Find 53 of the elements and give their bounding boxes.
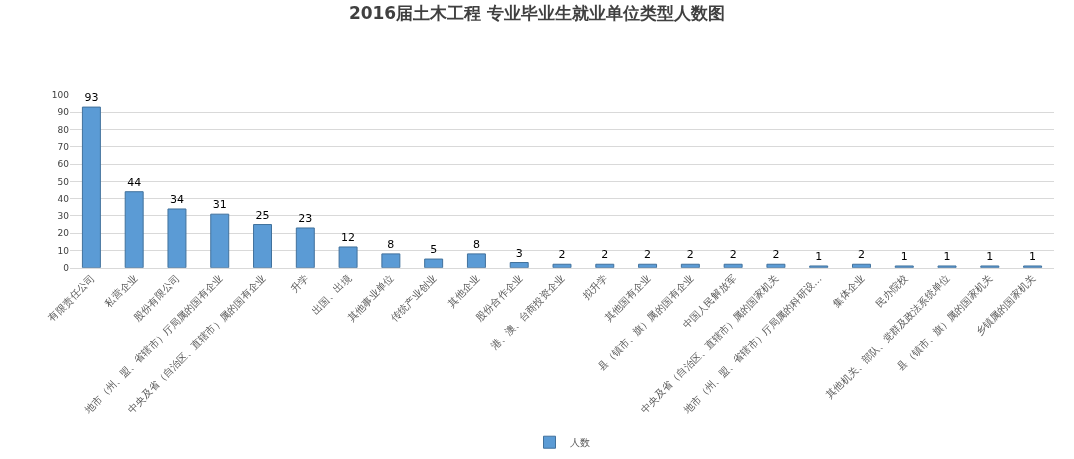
bar: [81, 106, 101, 268]
bar: [253, 224, 273, 268]
data-label: 2: [857, 248, 865, 262]
bar: [338, 246, 358, 268]
data-label: 8: [472, 237, 480, 251]
y-tick-label: 40: [57, 193, 70, 204]
y-tick-label: 100: [51, 90, 70, 101]
legend-label: 人数: [569, 437, 590, 449]
bar: [424, 258, 444, 268]
data-label: 2: [558, 248, 566, 262]
data-label: 1: [986, 249, 994, 263]
y-tick-label: 80: [57, 124, 70, 135]
data-label: 1: [1029, 249, 1037, 263]
data-label: 3: [515, 246, 523, 260]
y-tick-label: 20: [57, 228, 70, 239]
bar: [124, 191, 144, 268]
y-tick-label: 0: [63, 262, 70, 273]
y-tick-label: 70: [57, 141, 70, 152]
data-label: 93: [84, 91, 99, 105]
chart-title: 2016届土木工程 专业毕业生就业单位类型人数图: [348, 2, 726, 23]
bar: [381, 253, 401, 268]
y-tick-label: 10: [57, 245, 70, 256]
data-label: 34: [169, 192, 184, 206]
x-tick-label: 升学: [288, 272, 311, 295]
data-label: 1: [900, 249, 908, 263]
data-label: 2: [686, 248, 694, 262]
data-label: 2: [601, 248, 609, 262]
data-label: 8: [387, 237, 395, 251]
data-label: 12: [341, 230, 356, 244]
x-tick-label: 其他企业: [445, 272, 482, 309]
x-tick-label: 有限责任公司: [46, 272, 97, 324]
x-tick-label: 私营企业: [103, 272, 140, 309]
bar: [466, 253, 486, 268]
data-label: 1: [815, 249, 823, 263]
data-label: 2: [644, 248, 652, 262]
data-label: 31: [212, 198, 227, 212]
x-tick-label: 集体企业: [830, 272, 867, 309]
x-tick-label: 拟升学: [580, 272, 610, 302]
y-tick-label: 30: [57, 211, 70, 222]
y-tick-label: 90: [57, 107, 70, 118]
bar: [295, 227, 315, 268]
bar: [167, 208, 187, 268]
y-tick-label: 60: [57, 159, 70, 170]
x-tick-label: 民办院校: [873, 272, 910, 309]
data-label: 1: [943, 249, 951, 263]
data-label: 25: [255, 208, 270, 222]
y-tick-label: 50: [57, 176, 70, 187]
data-label: 23: [298, 211, 313, 225]
data-label: 2: [772, 248, 780, 262]
bar: [210, 213, 230, 268]
data-label: 44: [127, 175, 142, 189]
data-label: 2: [729, 248, 737, 262]
data-label: 5: [430, 243, 438, 257]
